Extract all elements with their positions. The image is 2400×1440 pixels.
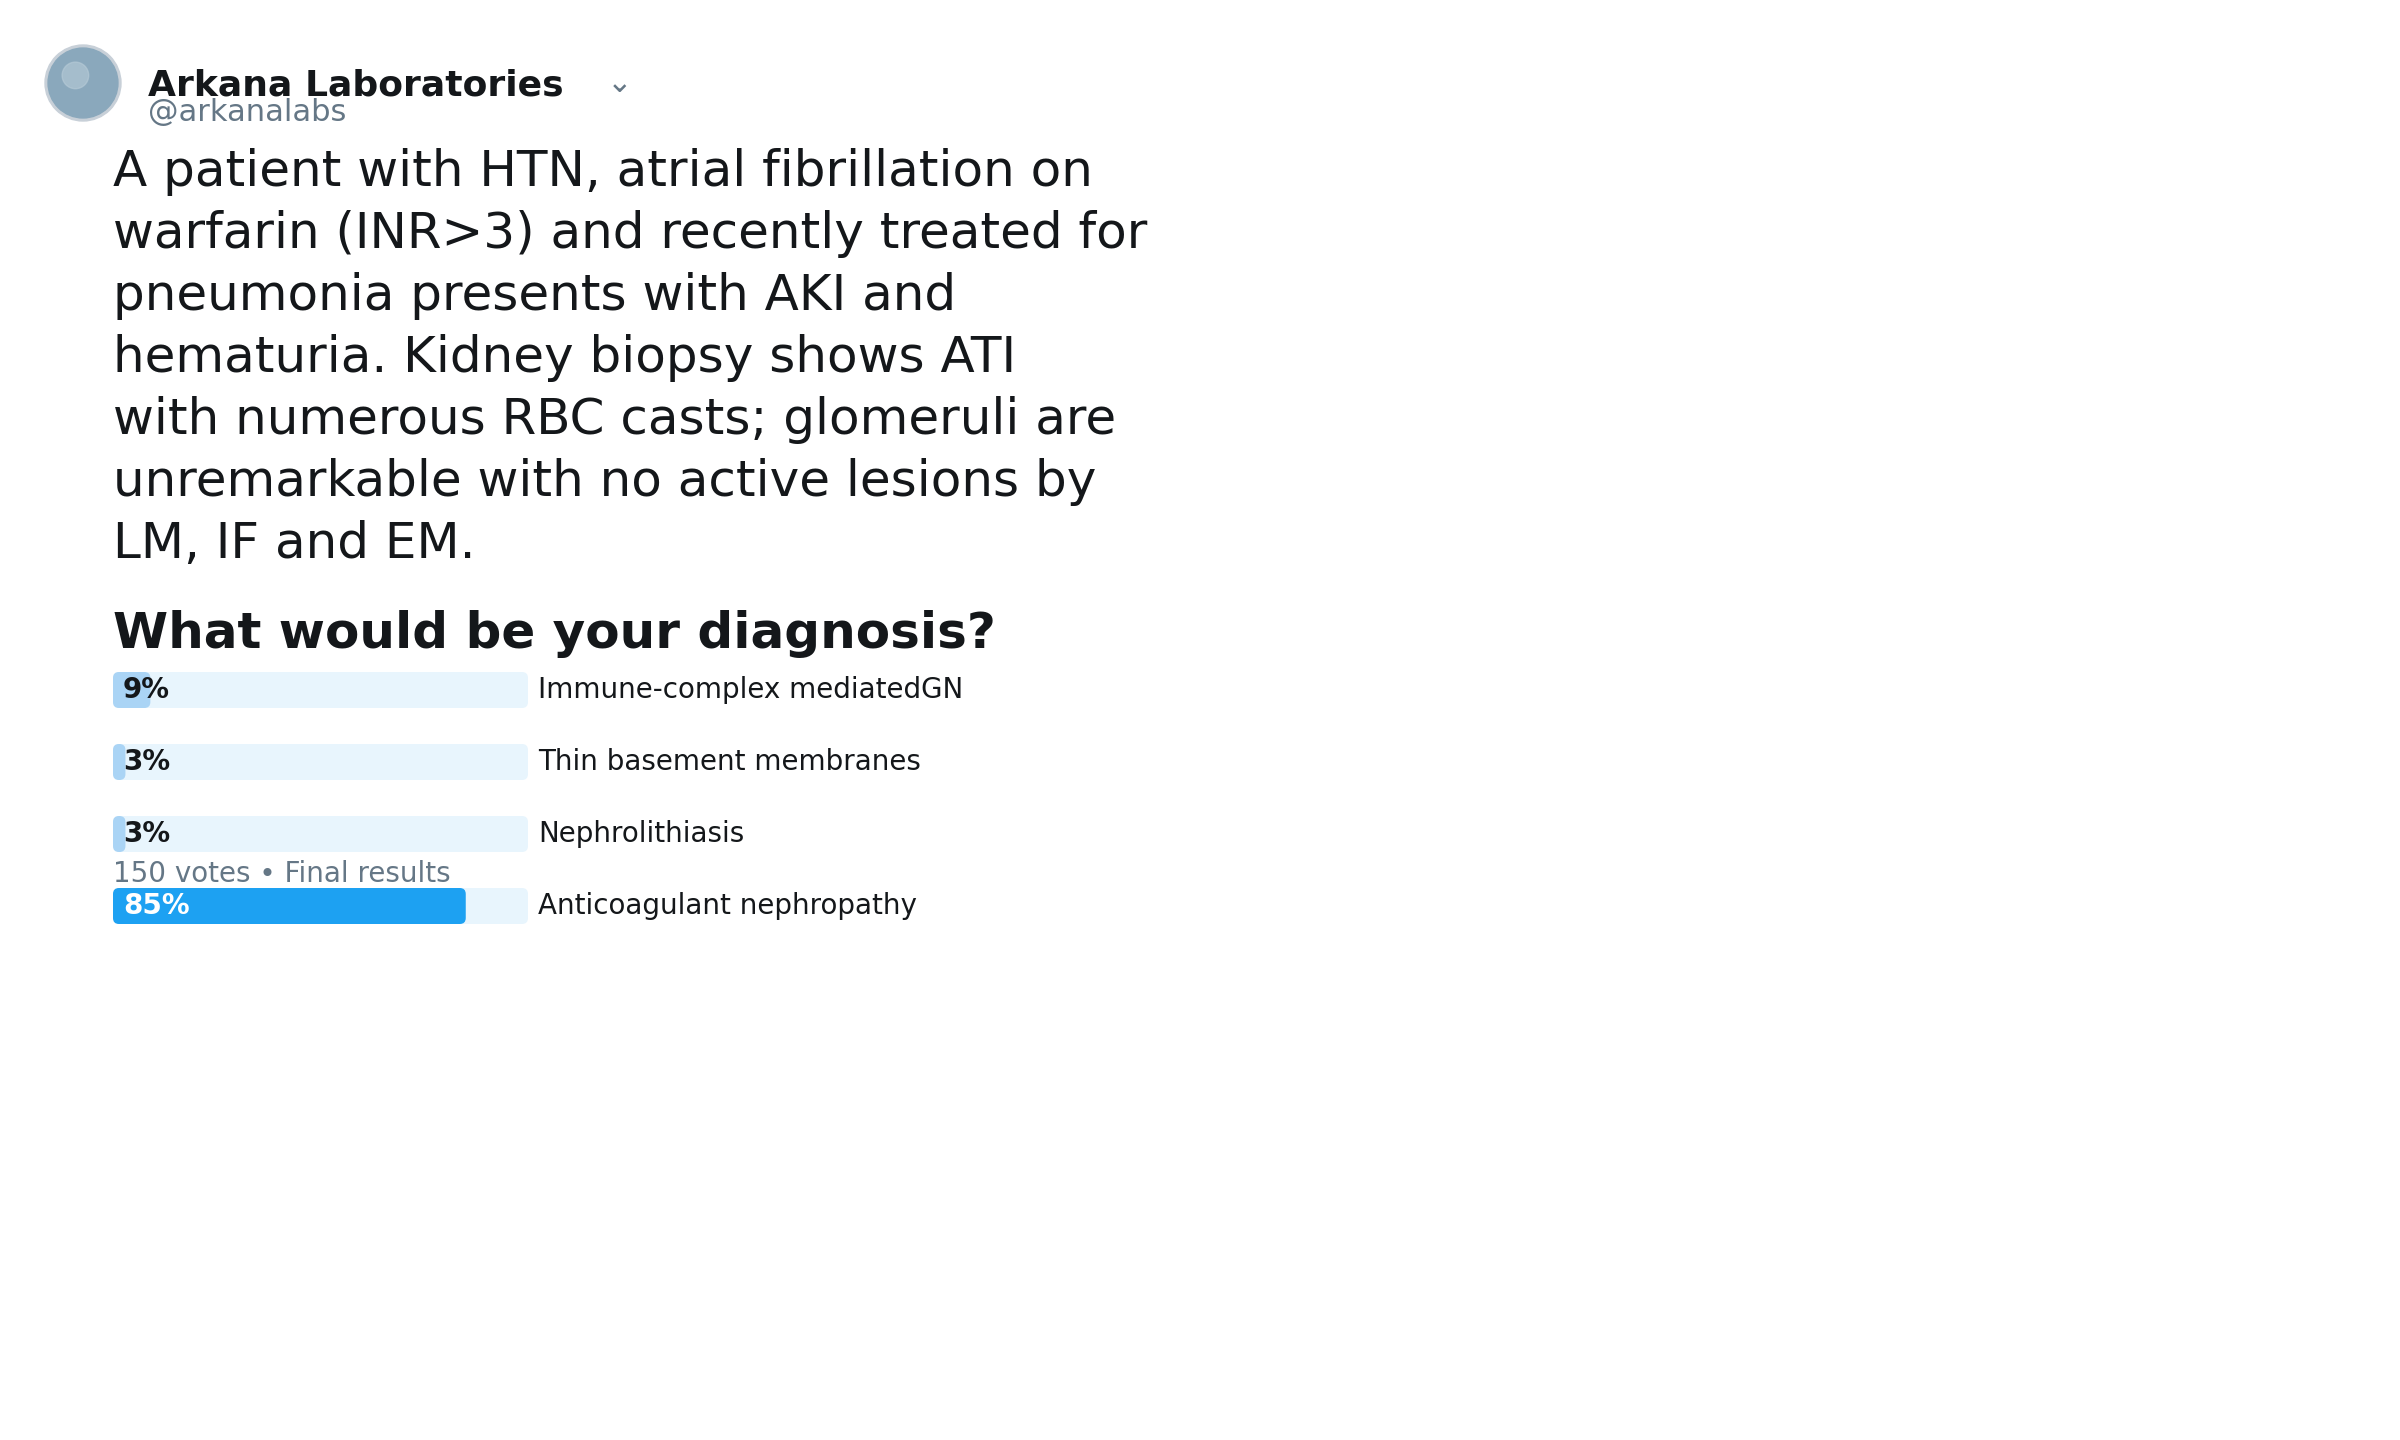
Text: Anticoagulant nephropathy: Anticoagulant nephropathy (538, 891, 917, 920)
Circle shape (48, 48, 118, 118)
FancyBboxPatch shape (113, 888, 466, 924)
FancyBboxPatch shape (113, 816, 125, 852)
FancyBboxPatch shape (113, 672, 151, 708)
FancyBboxPatch shape (113, 888, 528, 924)
Text: pneumonia presents with AKI and: pneumonia presents with AKI and (113, 272, 955, 320)
Text: What would be your diagnosis?: What would be your diagnosis? (113, 611, 996, 658)
Text: A patient with HTN, atrial fibrillation on: A patient with HTN, atrial fibrillation … (113, 148, 1092, 196)
Text: 9%: 9% (122, 675, 170, 704)
Text: ⌄: ⌄ (607, 69, 634, 98)
Circle shape (62, 62, 89, 89)
Text: Nephrolithiasis: Nephrolithiasis (538, 819, 744, 848)
Text: Immune-complex mediatedGN: Immune-complex mediatedGN (538, 675, 962, 704)
Text: warfarin (INR>3) and recently treated for: warfarin (INR>3) and recently treated fo… (113, 210, 1147, 258)
Text: unremarkable with no active lesions by: unremarkable with no active lesions by (113, 458, 1097, 505)
Text: 85%: 85% (122, 891, 190, 920)
FancyBboxPatch shape (113, 744, 528, 780)
FancyBboxPatch shape (113, 744, 125, 780)
Text: with numerous RBC casts; glomeruli are: with numerous RBC casts; glomeruli are (113, 396, 1116, 444)
Text: 150 votes • Final results: 150 votes • Final results (113, 860, 451, 888)
Text: Thin basement membranes: Thin basement membranes (538, 747, 922, 776)
Text: 3%: 3% (122, 747, 170, 776)
Circle shape (46, 45, 120, 121)
Text: hematuria. Kidney biopsy shows ATI: hematuria. Kidney biopsy shows ATI (113, 334, 1015, 382)
FancyBboxPatch shape (113, 816, 528, 852)
Text: @arkanalabs: @arkanalabs (149, 98, 346, 127)
Text: LM, IF and EM.: LM, IF and EM. (113, 520, 475, 567)
Text: Arkana Laboratories: Arkana Laboratories (149, 68, 564, 102)
FancyBboxPatch shape (113, 672, 528, 708)
Text: 3%: 3% (122, 819, 170, 848)
